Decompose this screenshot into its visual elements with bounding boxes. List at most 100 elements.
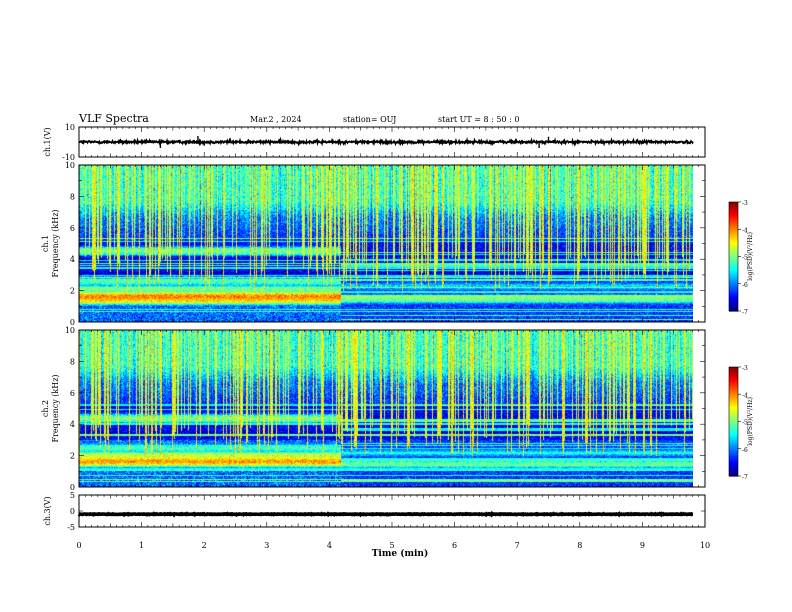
ytick-label: 6 (70, 389, 75, 398)
colorbar-swatch (729, 412, 738, 415)
colorbar-swatch (729, 465, 738, 468)
colorbar-swatch (729, 445, 738, 448)
colorbar-swatch (729, 450, 738, 453)
colorbar-swatch (729, 212, 738, 216)
colorbar-swatch (729, 260, 738, 263)
xtick-label: 7 (515, 541, 520, 550)
xtick-label: 9 (640, 541, 645, 550)
colorbar-swatch (729, 421, 738, 424)
colorbar-swatch (729, 474, 738, 477)
xtick-label: 4 (327, 541, 332, 550)
colorbar-swatch (729, 419, 738, 423)
colorbar-swatch (729, 205, 738, 209)
colorbar-swatch (729, 392, 738, 395)
colorbar-swatch (729, 254, 738, 258)
colorbar-swatch (729, 223, 738, 227)
colorbar-swatch (729, 472, 738, 475)
colorbar-tick-label: -6 (742, 447, 748, 454)
colorbar-swatch (729, 385, 738, 388)
colorbar-swatch (729, 457, 738, 461)
ytick-label: 10 (65, 161, 75, 170)
colorbar-tick-label: -5 (742, 420, 748, 427)
colorbar-swatch (729, 243, 738, 247)
colorbar-swatch (729, 428, 738, 432)
colorbar-swatch (729, 280, 738, 283)
colorbar-swatch (729, 470, 738, 473)
colorbar-swatch (729, 452, 738, 455)
xtick-label: 0 (76, 541, 81, 550)
colorbar-swatch (729, 309, 738, 312)
colorbar-swatch (729, 368, 738, 372)
time-axis: 0 1 2 3 4 5 6 7 8 9 10 (76, 541, 710, 550)
colorbar-tick-label: -4 (742, 392, 748, 399)
colorbar-swatch (729, 203, 738, 207)
colorbar-swatch (729, 410, 738, 414)
ch3-waveform-trace (77, 510, 694, 518)
ytick-label: 0 (70, 483, 75, 492)
xtick-label: 6 (452, 541, 457, 550)
colorbar-label: log(PSD)(V²/Hz) (747, 397, 754, 446)
colorbar-swatch (729, 383, 738, 386)
colorbar-swatch (729, 439, 738, 443)
ytick-label: 0 (70, 318, 75, 327)
colorbar-swatch (729, 287, 738, 290)
colorbar-tick-label: -4 (742, 227, 748, 234)
ytick-label: 2 (70, 287, 75, 296)
colorbar-swatch (729, 274, 738, 278)
colorbar-swatch (729, 468, 738, 472)
colorbar-swatch (729, 443, 738, 446)
ch2-spectrogram-channel-label: ch.2 (41, 400, 50, 417)
colorbar-tick-label: -5 (742, 255, 748, 262)
colorbar-swatch (729, 434, 738, 437)
colorbar-swatch (729, 461, 738, 464)
colorbar-swatch (729, 292, 738, 296)
colorbar-swatch (729, 376, 738, 379)
colorbar-swatch (729, 426, 738, 430)
colorbar-swatch (729, 414, 738, 417)
figure-title: VLF Spectra (78, 112, 149, 125)
colorbar-swatch (729, 463, 738, 466)
colorbar-swatch (729, 220, 738, 223)
ch2-spectrogram-image (79, 330, 693, 487)
colorbar-tick-label: -7 (742, 309, 748, 316)
colorbar-swatch (729, 459, 738, 463)
colorbar-swatch (729, 247, 738, 250)
colorbar-swatch (729, 372, 738, 375)
colorbar-swatch (729, 289, 738, 292)
colorbar-swatch (729, 436, 738, 439)
colorbar-swatch (729, 456, 738, 459)
colorbar-swatch (729, 231, 738, 234)
ytick-label: 10 (65, 123, 75, 132)
colorbar-swatch (729, 303, 738, 307)
colorbar-swatch (729, 377, 738, 381)
colorbar-swatch (729, 432, 738, 435)
colorbar-swatch (729, 267, 738, 270)
colorbar-swatch (729, 441, 738, 444)
colorbar-swatch (729, 241, 738, 245)
ch3-waveform-ylabel: ch.3(V) (43, 496, 52, 525)
colorbar-swatch (729, 386, 738, 390)
ytick-label: -10 (62, 153, 75, 162)
colorbar-swatch (729, 272, 738, 276)
colorbar-tick-label: -6 (742, 282, 748, 289)
colorbar-swatch (729, 281, 738, 285)
ch1-spectrogram-panel: 0 2 4 6 8 10 ch.1 Frequency (kHz) (41, 161, 706, 327)
ytick-label: 8 (70, 357, 75, 366)
colorbar-swatch (729, 216, 738, 219)
colorbar-swatch (729, 305, 738, 308)
xtick-label: 8 (577, 541, 582, 550)
colorbar-swatch (729, 405, 738, 408)
colorbar-swatch (729, 388, 738, 392)
ytick-label: 0 (70, 507, 75, 516)
colorbar-swatch (729, 232, 738, 236)
colorbar-swatch (729, 446, 738, 450)
colorbar-swatch (729, 396, 738, 399)
ytick-label: -5 (67, 523, 75, 532)
colorbar-swatch (729, 249, 738, 252)
colorbar-swatch (729, 291, 738, 294)
station-label: station= OUJ (343, 115, 396, 124)
colorbar-swatch (729, 294, 738, 298)
colorbar-swatch (729, 256, 738, 259)
ch1-waveform-panel: 10 -10 ch.1(V) (43, 123, 706, 162)
